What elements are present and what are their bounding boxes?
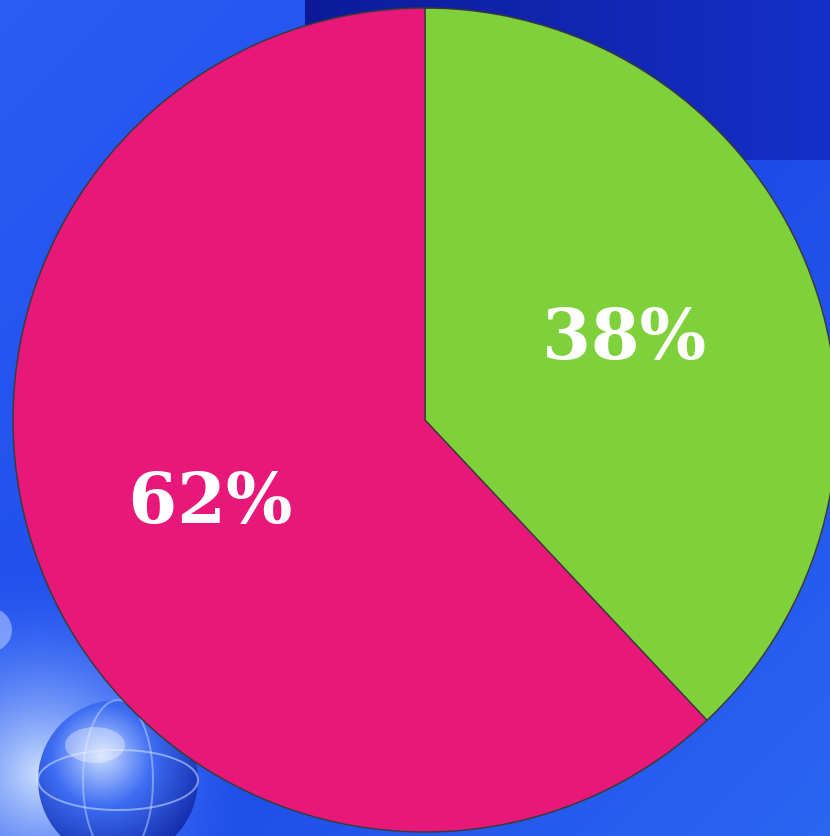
pie-slice-1 <box>12 7 709 833</box>
bubble-decoration <box>0 610 12 650</box>
slice-label-1: 62% <box>129 457 293 540</box>
pie-slice-0 <box>424 7 830 722</box>
slice-label-0: 38% <box>542 293 706 376</box>
